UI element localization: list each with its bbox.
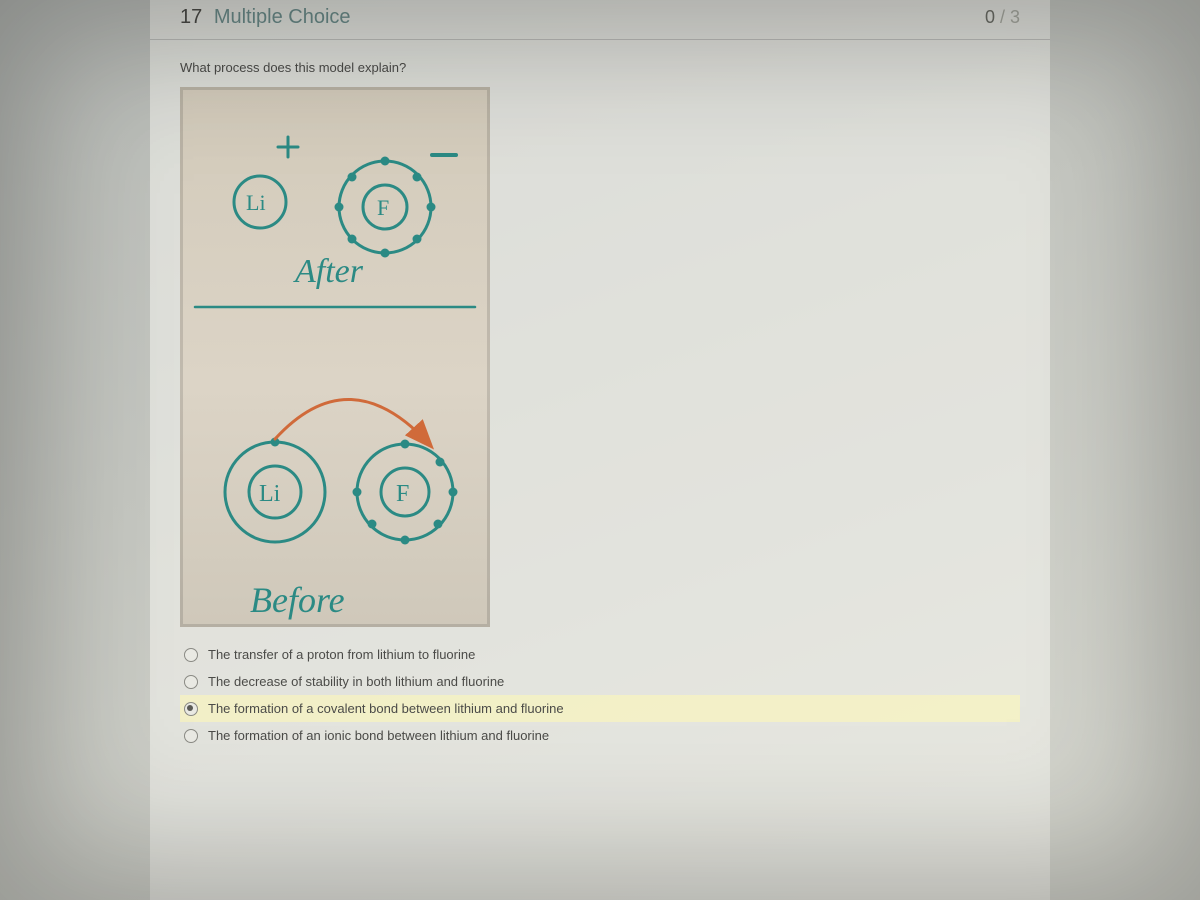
answer-option-0[interactable]: The transfer of a proton from lithium to… bbox=[180, 641, 1020, 668]
answer-option-label: The formation of an ionic bond between l… bbox=[208, 728, 549, 743]
answer-option-1[interactable]: The decrease of stability in both lithiu… bbox=[180, 668, 1020, 695]
score-earned: 0 bbox=[985, 7, 995, 27]
radio-icon[interactable] bbox=[184, 702, 198, 716]
radio-icon[interactable] bbox=[184, 675, 198, 689]
score-separator: / bbox=[995, 7, 1010, 27]
page-root: 17 Multiple Choice 0 / 3 What process do… bbox=[0, 0, 1200, 900]
radio-icon[interactable] bbox=[184, 648, 198, 662]
svg-text:After: After bbox=[293, 253, 364, 290]
answer-option-label: The transfer of a proton from lithium to… bbox=[208, 647, 475, 662]
question-figure: Li F After Li F Before bbox=[180, 87, 490, 627]
svg-text:Li: Li bbox=[246, 190, 266, 215]
question-body: What process does this model explain? Li… bbox=[150, 40, 1050, 759]
question-card: 17 Multiple Choice 0 / 3 What process do… bbox=[150, 0, 1050, 900]
question-prompt: What process does this model explain? bbox=[180, 60, 1020, 75]
score-display: 0 / 3 bbox=[985, 7, 1020, 28]
svg-text:Li: Li bbox=[259, 481, 281, 507]
score-total: 3 bbox=[1010, 7, 1020, 27]
answer-option-label: The formation of a covalent bond between… bbox=[208, 701, 564, 716]
diagram-svg: Li F After Li F Before bbox=[180, 87, 490, 627]
answer-option-label: The decrease of stability in both lithiu… bbox=[208, 674, 504, 689]
svg-text:Before: Before bbox=[250, 580, 345, 620]
svg-text:F: F bbox=[377, 195, 389, 220]
radio-icon[interactable] bbox=[184, 729, 198, 743]
answer-options: The transfer of a proton from lithium to… bbox=[180, 641, 1020, 749]
answer-option-3[interactable]: The formation of an ionic bond between l… bbox=[180, 722, 1020, 749]
question-header: 17 Multiple Choice 0 / 3 bbox=[150, 0, 1050, 40]
svg-text:F: F bbox=[396, 481, 409, 507]
question-heading: 17 Multiple Choice bbox=[180, 6, 351, 29]
question-number: 17 bbox=[180, 6, 202, 28]
question-type: Multiple Choice bbox=[214, 6, 351, 28]
answer-option-2[interactable]: The formation of a covalent bond between… bbox=[180, 695, 1020, 722]
